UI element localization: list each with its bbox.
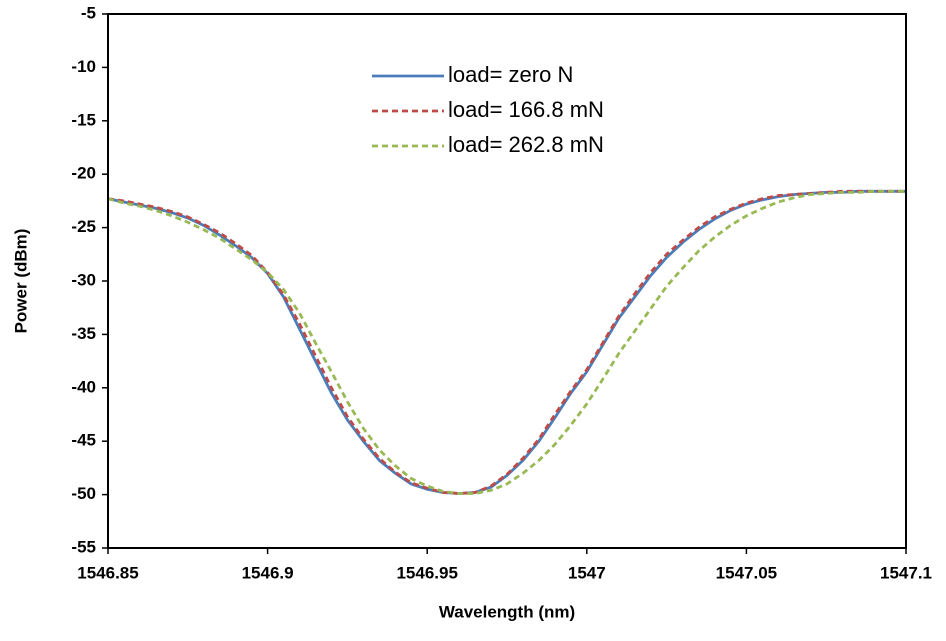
legend-label: load= zero N [448, 62, 573, 87]
y-tick-label: -40 [71, 377, 96, 396]
series-line [107, 189, 906, 495]
series-line [107, 189, 906, 495]
y-tick-label: -55 [71, 537, 96, 556]
y-tick-label: -30 [71, 270, 96, 289]
y-axis-title: Power (dBm) [11, 229, 30, 334]
y-tick-label: -10 [71, 57, 96, 76]
x-tick-label: 1546.9 [242, 563, 294, 582]
y-tick-label: -25 [71, 217, 96, 236]
legend-label: load= 166.8 mN [448, 97, 604, 122]
y-tick-label: -35 [71, 324, 96, 343]
series-line [107, 189, 906, 495]
legend-label: load= 262.8 mN [448, 132, 604, 157]
x-axis-title: Wavelength (nm) [439, 602, 575, 621]
x-tick-label: 1547.05 [716, 563, 777, 582]
y-tick-label: -20 [71, 164, 96, 183]
x-tick-label: 1546.95 [396, 563, 457, 582]
plot-frame [107, 13, 907, 549]
y-tick-label: -45 [71, 431, 96, 450]
y-tick-label: -50 [71, 484, 96, 503]
x-tick-label: 1546.85 [77, 563, 138, 582]
x-tick-label: 1547.1 [880, 563, 932, 582]
y-tick-label: -5 [81, 3, 96, 22]
y-tick-label: -15 [71, 110, 96, 129]
x-tick-label: 1547 [568, 563, 606, 582]
